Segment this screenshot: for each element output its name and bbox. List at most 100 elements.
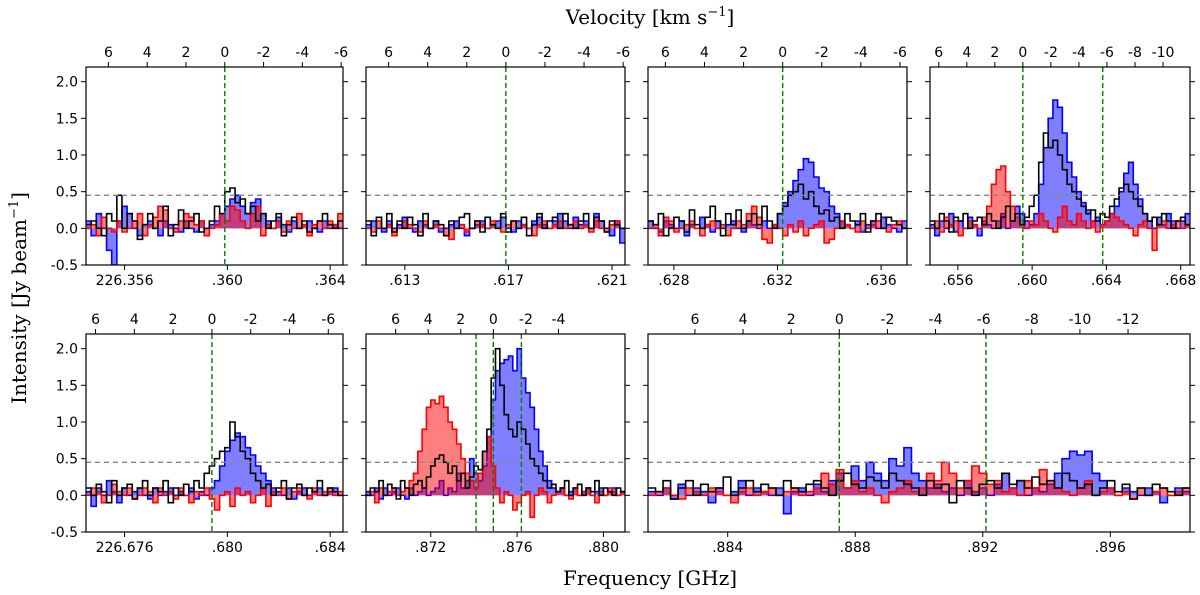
- series-line-2: [648, 183, 907, 237]
- plot-area: [648, 67, 907, 265]
- left-axis-title: Intensity [Jy beam−1]: [7, 192, 31, 404]
- veltick-label: 2: [169, 312, 178, 328]
- xtick-label: .680: [212, 540, 243, 556]
- ytick-label: 1.0: [56, 148, 78, 164]
- veltick-label: 2: [739, 45, 748, 61]
- xtick-label: .888: [840, 540, 871, 556]
- panel-top-2: .613 .617 .621 6 4 2 0 -2 -4 -6: [361, 45, 630, 289]
- series-line-2: [648, 472, 1190, 504]
- series-fill-0: [366, 348, 625, 499]
- veltick-label: -4: [929, 312, 943, 328]
- veltick-label: 0: [207, 312, 216, 328]
- veltick-label: 2: [182, 45, 191, 61]
- veltick-label: -4: [552, 312, 566, 328]
- veltick-label: -4: [295, 45, 309, 61]
- panel-frame: [365, 66, 626, 266]
- panel-top-3: .628 .632 .636 6 4 2 0 -2 -4 -6: [643, 45, 912, 289]
- veltick-label: 0: [220, 45, 229, 61]
- veltick-label: -12: [1117, 312, 1140, 328]
- veltick-label: -2: [880, 312, 894, 328]
- xtick-label: .636: [866, 273, 897, 289]
- panel-frame: [85, 66, 344, 266]
- panel-frame: [647, 333, 1191, 533]
- veltick-label: -8: [1128, 45, 1142, 61]
- xtick-label: .632: [762, 273, 793, 289]
- veltick-label: -6: [1100, 45, 1114, 61]
- xtick-label: .628: [658, 273, 689, 289]
- ytick-label: 2.0: [56, 75, 78, 91]
- veltick-label: -6: [616, 45, 630, 61]
- veltick-label: 6: [934, 45, 943, 61]
- veltick-label: -6: [893, 45, 907, 61]
- veltick-label: 0: [489, 312, 498, 328]
- veltick-label: -4: [854, 45, 868, 61]
- veltick-label: 2: [787, 312, 796, 328]
- top-axis-title: Velocity [km s−1]: [565, 5, 735, 29]
- panel-frame: [365, 333, 626, 533]
- panel-top-4: .656 .660 .664 .668 6 4 2 0 -2 -4 -6 -8 -10: [925, 45, 1196, 289]
- veltick-label: 4: [130, 312, 139, 328]
- xtick-label: .621: [596, 273, 627, 289]
- veltick-label: 4: [143, 45, 152, 61]
- veltick-label: 0: [778, 45, 787, 61]
- series-line-2: [930, 132, 1190, 233]
- xtick-label: .660: [1017, 273, 1048, 289]
- plot-area: [648, 334, 1190, 532]
- veltick-label: -4: [577, 45, 591, 61]
- veltick-label: -6: [321, 312, 335, 328]
- ytick-label: 0.5: [56, 185, 78, 201]
- veltick-label: 2: [990, 45, 999, 61]
- xtick-label: .684: [315, 540, 346, 556]
- veltick-label: 2: [456, 312, 465, 328]
- veltick-label: 6: [690, 312, 699, 328]
- veltick-label: 0: [501, 45, 510, 61]
- ytick-label: -0.5: [51, 258, 78, 274]
- veltick-label: -2: [257, 45, 271, 61]
- xtick-label: .668: [1165, 273, 1196, 289]
- veltick-label: 6: [391, 312, 400, 328]
- panel-top-1: -0.5 0.0 0.5 1.0 1.5 2.0 226.356 .360 .364 6 4 2 0 -2…: [51, 45, 349, 289]
- ytick-label: 0.0: [56, 488, 78, 504]
- series-line-1: [86, 483, 343, 511]
- series-line-2: [366, 212, 625, 237]
- veltick-label: 0: [1018, 45, 1027, 61]
- xtick-label: .872: [415, 540, 446, 556]
- veltick-label: 6: [91, 312, 100, 328]
- veltick-label: -4: [283, 312, 297, 328]
- panel-frame: [85, 333, 344, 533]
- veltick-label: 4: [962, 45, 971, 61]
- xtick-label: .360: [212, 273, 243, 289]
- bottom-axis-title: Frequency [GHz]: [563, 566, 737, 590]
- series-line-2: [366, 347, 625, 500]
- veltick-label: 0: [835, 312, 844, 328]
- panel-bottom-2: .872 .876 .880 6 4 2 0 -2 -4: [361, 312, 630, 556]
- plot-area: [930, 67, 1190, 265]
- ytick-label: 0.0: [56, 221, 78, 237]
- plot-area: [366, 67, 625, 265]
- xtick-label: .884: [712, 540, 743, 556]
- xtick-label: 226.676: [96, 540, 154, 556]
- xtick-label: .896: [1095, 540, 1126, 556]
- panel-bottom-3: .884 .888 .892 .896 6 4 2 0 -2 -4 -6 -8 -10 -12: [643, 312, 1195, 556]
- veltick-label: 6: [384, 45, 393, 61]
- xtick-label: .664: [1091, 273, 1122, 289]
- veltick-label: 6: [104, 45, 113, 61]
- veltick-label: -6: [977, 312, 991, 328]
- panel-frame: [929, 66, 1191, 266]
- series-fill-1: [86, 484, 343, 510]
- plot-area: [86, 67, 343, 265]
- series-fill-1: [366, 396, 625, 518]
- series-fill-0: [86, 433, 343, 507]
- veltick-label: 4: [739, 312, 748, 328]
- xtick-label: .617: [493, 273, 524, 289]
- veltick-label: 6: [661, 45, 670, 61]
- veltick-label: 4: [424, 312, 433, 328]
- panels: -0.5 0.0 0.5 1.0 1.5 2.0 226.356 .360 .364 6 4 2 0 -2…: [51, 45, 1197, 556]
- ytick-label: 1.5: [56, 378, 78, 394]
- veltick-label: -6: [334, 45, 348, 61]
- veltick-label: -10: [1152, 45, 1175, 61]
- xtick-label: 226.356: [96, 273, 154, 289]
- veltick-label: -2: [538, 45, 552, 61]
- xtick-label: .876: [501, 540, 532, 556]
